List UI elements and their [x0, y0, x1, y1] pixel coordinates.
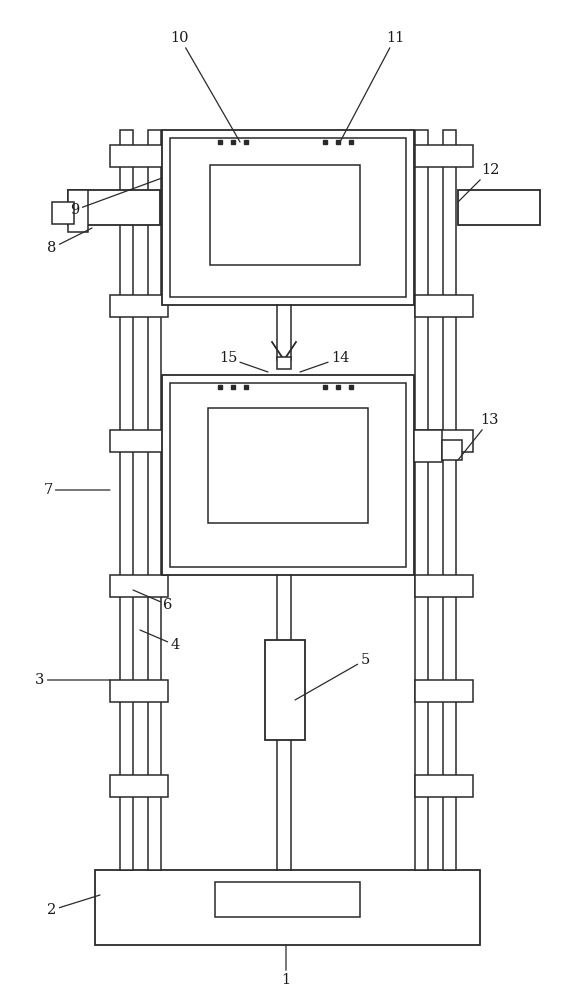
Bar	[415, 575, 473, 597]
Bar	[458, 190, 540, 225]
Bar	[110, 775, 168, 797]
Bar	[162, 130, 414, 305]
Text: 2: 2	[47, 895, 100, 917]
Text: 4: 4	[140, 630, 180, 652]
Bar	[415, 430, 473, 452]
Bar	[277, 357, 291, 369]
Bar	[95, 870, 480, 945]
Bar	[162, 375, 414, 575]
Bar	[415, 130, 428, 870]
Bar	[443, 130, 456, 870]
Bar	[415, 145, 473, 167]
Bar	[442, 440, 462, 460]
Text: 5: 5	[295, 653, 370, 700]
Text: 7: 7	[43, 483, 110, 497]
Text: 6: 6	[133, 590, 173, 612]
Bar	[170, 383, 406, 567]
Bar	[414, 430, 442, 462]
Bar	[415, 775, 473, 797]
Bar	[265, 640, 305, 740]
Bar	[68, 190, 88, 232]
Bar	[110, 295, 168, 317]
Bar	[210, 165, 360, 265]
Bar	[415, 680, 473, 702]
Bar	[68, 190, 160, 225]
Bar	[110, 680, 168, 702]
Bar	[170, 138, 406, 297]
Text: 11: 11	[340, 31, 404, 142]
Text: 1: 1	[281, 945, 291, 987]
Text: 13: 13	[458, 413, 499, 460]
Text: 15: 15	[219, 351, 268, 372]
Bar	[110, 430, 168, 452]
Text: 9: 9	[70, 178, 162, 217]
Bar	[415, 295, 473, 317]
Text: 12: 12	[458, 163, 499, 202]
Text: 10: 10	[171, 31, 240, 142]
Bar	[52, 202, 74, 224]
Bar	[120, 130, 133, 870]
Bar	[110, 145, 168, 167]
Text: 3: 3	[35, 673, 110, 687]
Bar	[110, 575, 168, 597]
Text: 14: 14	[300, 351, 349, 372]
Bar	[215, 882, 360, 917]
Text: 8: 8	[47, 228, 92, 255]
Bar	[208, 408, 368, 523]
Bar	[148, 130, 161, 870]
